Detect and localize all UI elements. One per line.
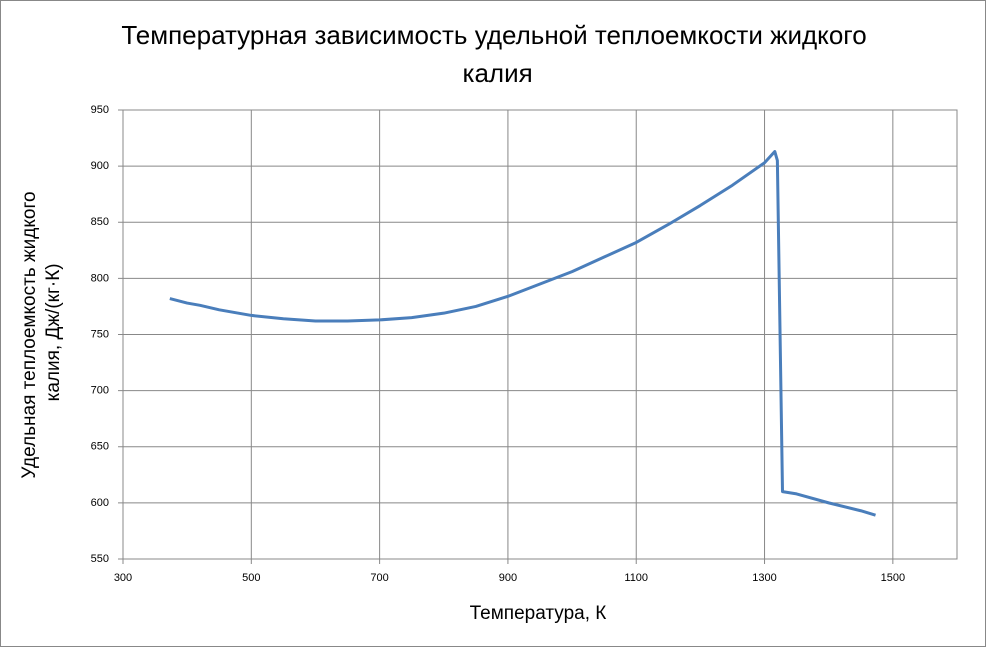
- y-axis-title: Удельная теплоемкость жидкого калия, Дж/…: [19, 191, 64, 478]
- y-tick-label: 700: [91, 385, 109, 397]
- x-tick-label: 1500: [881, 572, 905, 584]
- x-axis-title: Температура, К: [470, 603, 607, 624]
- x-tick-label: 900: [499, 572, 517, 584]
- x-tick-label: 500: [242, 572, 260, 584]
- y-tick-label: 850: [91, 216, 109, 228]
- y-tick-label: 650: [91, 441, 109, 453]
- y-tick-label: 800: [91, 272, 109, 284]
- y-tick-label: 750: [91, 328, 109, 340]
- x-tick-label: 1300: [752, 572, 776, 584]
- x-tick-label: 300: [114, 572, 132, 584]
- y-tick-label: 950: [91, 104, 109, 116]
- data-line: [169, 150, 876, 517]
- y-tick-label: 550: [91, 553, 109, 565]
- chart-title: Температурная зависимость удельной тепло…: [121, 20, 866, 88]
- y-tick-label: 900: [91, 160, 109, 172]
- y-tick-label: 600: [91, 497, 109, 509]
- x-tick-label: 700: [370, 572, 388, 584]
- x-tick-label: 1100: [624, 572, 648, 584]
